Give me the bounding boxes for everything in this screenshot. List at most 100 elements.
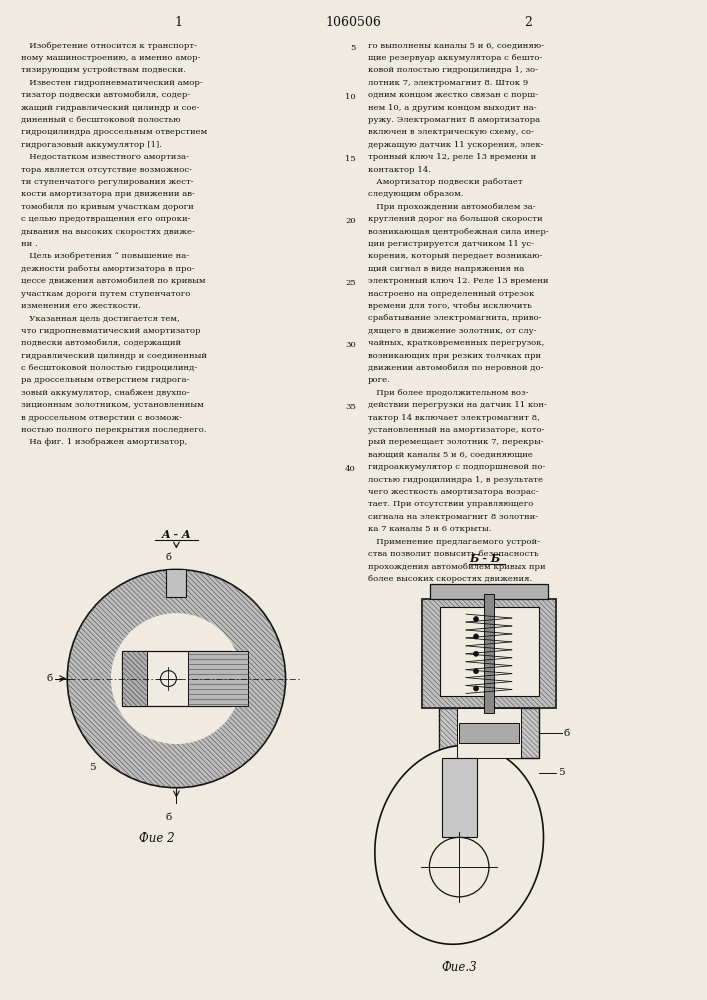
Text: подвески автомобиля, содержащий: подвески автомобиля, содержащий: [21, 339, 181, 347]
Text: ра дроссельным отверстием гидрога-: ра дроссельным отверстием гидрога-: [21, 376, 189, 384]
Text: При более продолжительном воз-: При более продолжительном воз-: [368, 389, 528, 397]
Text: Б - Б: Б - Б: [469, 553, 501, 564]
Text: зовый аккумулятор, снабжен двухпо-: зовый аккумулятор, снабжен двухпо-: [21, 389, 189, 397]
Circle shape: [474, 669, 479, 674]
Text: ностью полного перекрытия последнего.: ностью полного перекрытия последнего.: [21, 426, 206, 434]
Text: жащий гидравлический цилиндр и сое-: жащий гидравлический цилиндр и сое-: [21, 104, 199, 112]
Text: На фиг. 1 изображен амортизатор,: На фиг. 1 изображен амортизатор,: [21, 438, 187, 446]
Text: ции регистрируется датчиком 11 ус-: ции регистрируется датчиком 11 ус-: [368, 240, 534, 248]
Circle shape: [67, 569, 286, 788]
Text: тора является отсутствие возможнос-: тора является отсутствие возможнос-: [21, 166, 192, 174]
Circle shape: [474, 686, 479, 691]
Text: 5: 5: [559, 768, 565, 777]
Text: срабатывание электромагнита, приво-: срабатывание электромагнита, приво-: [368, 314, 542, 322]
Text: держащую датчик 11 ускорения, элек-: держащую датчик 11 ускорения, элек-: [368, 141, 544, 149]
Text: изменения его жесткости.: изменения его жесткости.: [21, 302, 141, 310]
Polygon shape: [375, 745, 544, 944]
Bar: [166, 569, 187, 597]
Bar: [440, 607, 539, 696]
Text: 1: 1: [175, 16, 182, 29]
Text: участкам дороги путем ступенчатого: участкам дороги путем ступенчатого: [21, 290, 190, 298]
Bar: [423, 599, 556, 708]
Text: чайных, кратковременных перегрузок,: чайных, кратковременных перегрузок,: [368, 339, 544, 347]
Text: нем 10, а другим концом выходит на-: нем 10, а другим концом выходит на-: [368, 104, 537, 112]
Text: более высоких скоростях движения.: более высоких скоростях движения.: [368, 575, 532, 583]
Text: тает. При отсутствии управляющего: тает. При отсутствии управляющего: [368, 500, 533, 508]
Text: дежности работы амортизатора в про-: дежности работы амортизатора в про-: [21, 265, 194, 273]
Text: с целью предотвращения его опроки-: с целью предотвращения его опроки-: [21, 215, 190, 223]
Text: б: б: [165, 813, 172, 822]
Text: цессе движения автомобилей по кривым: цессе движения автомобилей по кривым: [21, 277, 205, 285]
Text: 15: 15: [345, 155, 356, 163]
Text: Амортизатор подвески работает: Амортизатор подвески работает: [368, 178, 522, 186]
Bar: [442, 758, 477, 837]
Text: щий сигнал в виде напряжения на: щий сигнал в виде напряжения на: [368, 265, 524, 273]
Text: сигнала на электромагнит 8 золотни-: сигнала на электромагнит 8 золотни-: [368, 513, 538, 521]
Circle shape: [474, 634, 479, 639]
Text: томобиля по кривым участкам дороги: томобиля по кривым участкам дороги: [21, 203, 194, 211]
Bar: [484, 594, 494, 713]
Text: При прохождении автомобилем за-: При прохождении автомобилем за-: [368, 203, 535, 211]
Text: диненный с бесштоковой полостью: диненный с бесштоковой полостью: [21, 116, 180, 124]
Text: корения, который передает возникаю-: корения, который передает возникаю-: [368, 252, 542, 260]
Text: дывания на высоких скоростях движе-: дывания на высоких скоростях движе-: [21, 228, 194, 236]
Text: возникающая центробежная сила инер-: возникающая центробежная сила инер-: [368, 228, 549, 236]
Text: круглений дорог на большой скорости: круглений дорог на большой скорости: [368, 215, 542, 223]
Text: A - A: A - A: [162, 529, 191, 540]
Text: тронный ключ 12, реле 13 времени и: тронный ключ 12, реле 13 времени и: [368, 153, 536, 161]
Text: рый перемещает золотник 7, перекры-: рый перемещает золотник 7, перекры-: [368, 438, 544, 446]
Text: б: б: [165, 553, 171, 562]
Text: тизирующим устройствам подвески.: тизирующим устройствам подвески.: [21, 66, 186, 74]
Text: Указанная цель достигается тем,: Указанная цель достигается тем,: [21, 314, 180, 322]
Text: прохождения автомобилем кривых при: прохождения автомобилем кривых при: [368, 563, 546, 571]
Bar: [439, 708, 539, 758]
Circle shape: [474, 651, 479, 656]
Text: 10: 10: [345, 93, 356, 101]
Text: 40: 40: [345, 465, 356, 473]
Text: 5: 5: [89, 763, 95, 772]
Bar: [188, 651, 248, 706]
Bar: [122, 651, 231, 706]
Text: с бесштоковой полостью гидроцилинд-: с бесштоковой полостью гидроцилинд-: [21, 364, 197, 372]
Text: включен в электрическую схему, со-: включен в электрическую схему, со-: [368, 128, 534, 136]
Text: гидроцилиндра дроссельным отверстием: гидроцилиндра дроссельным отверстием: [21, 128, 207, 136]
Text: лотник 7, электромагнит 8. Шток 9: лотник 7, электромагнит 8. Шток 9: [368, 79, 528, 87]
Text: го выполнены каналы 5 и 6, соединяю-: го выполнены каналы 5 и 6, соединяю-: [368, 42, 544, 50]
Text: одним концом жестко связан с порш-: одним концом жестко связан с порш-: [368, 91, 538, 99]
Text: зиционным золотником, установленным: зиционным золотником, установленным: [21, 401, 204, 409]
Text: настроено на определенный отрезок: настроено на определенный отрезок: [368, 290, 534, 298]
Text: времени для того, чтобы исключить: времени для того, чтобы исключить: [368, 302, 532, 310]
Text: действии перегрузки на датчик 11 кон-: действии перегрузки на датчик 11 кон-: [368, 401, 547, 409]
Text: в дроссельном отверстии с возмож-: в дроссельном отверстии с возмож-: [21, 414, 182, 422]
Circle shape: [111, 613, 242, 744]
Text: 30: 30: [345, 341, 356, 349]
Text: чего жесткость амортизатора возрас-: чего жесткость амортизатора возрас-: [368, 488, 539, 496]
Text: ти ступенчатого регулирования жест-: ти ступенчатого регулирования жест-: [21, 178, 193, 186]
Text: вающий каналы 5 и 6, соединяющие: вающий каналы 5 и 6, соединяющие: [368, 451, 533, 459]
Text: следующим образом.: следующим образом.: [368, 190, 463, 198]
Text: 25: 25: [345, 279, 356, 287]
Bar: [459, 723, 519, 743]
Text: роге.: роге.: [368, 376, 391, 384]
Bar: [122, 651, 146, 706]
Text: лостью гидроцилиндра 1, в результате: лостью гидроцилиндра 1, в результате: [368, 476, 543, 484]
Text: б: б: [46, 674, 52, 683]
Text: Фие 2: Фие 2: [139, 832, 175, 845]
Text: щие резервуар аккумулятора с бешто-: щие резервуар аккумулятора с бешто-: [368, 54, 542, 62]
Text: б: б: [563, 729, 570, 738]
Text: Изобретение относится к транспорт-: Изобретение относится к транспорт-: [21, 42, 197, 50]
Text: кости амортизатора при движении ав-: кости амортизатора при движении ав-: [21, 190, 194, 198]
Text: ковой полостью гидроцилиндра 1, зо-: ковой полостью гидроцилиндра 1, зо-: [368, 66, 538, 74]
Text: 20: 20: [345, 217, 356, 225]
Text: контактор 14.: контактор 14.: [368, 166, 431, 174]
Text: ни .: ни .: [21, 240, 37, 248]
Text: установленный на амортизаторе, кото-: установленный на амортизаторе, кото-: [368, 426, 544, 434]
Text: ружу. Электромагнит 8 амортизатора: ружу. Электромагнит 8 амортизатора: [368, 116, 540, 124]
Text: тактор 14 включает электромагнит 8,: тактор 14 включает электромагнит 8,: [368, 414, 539, 422]
Text: Цель изобретения “ повышение на-: Цель изобретения “ повышение на-: [21, 252, 189, 260]
Text: что гидропневматический амортизатор: что гидропневматический амортизатор: [21, 327, 200, 335]
Text: 1060506: 1060506: [325, 16, 381, 29]
Text: Применение предлагаемого устрой-: Применение предлагаемого устрой-: [368, 538, 540, 546]
Text: движении автомобиля по неровной до-: движении автомобиля по неровной до-: [368, 364, 544, 372]
Text: гидроаккумулятор с подпоршневой по-: гидроаккумулятор с подпоршневой по-: [368, 463, 545, 471]
